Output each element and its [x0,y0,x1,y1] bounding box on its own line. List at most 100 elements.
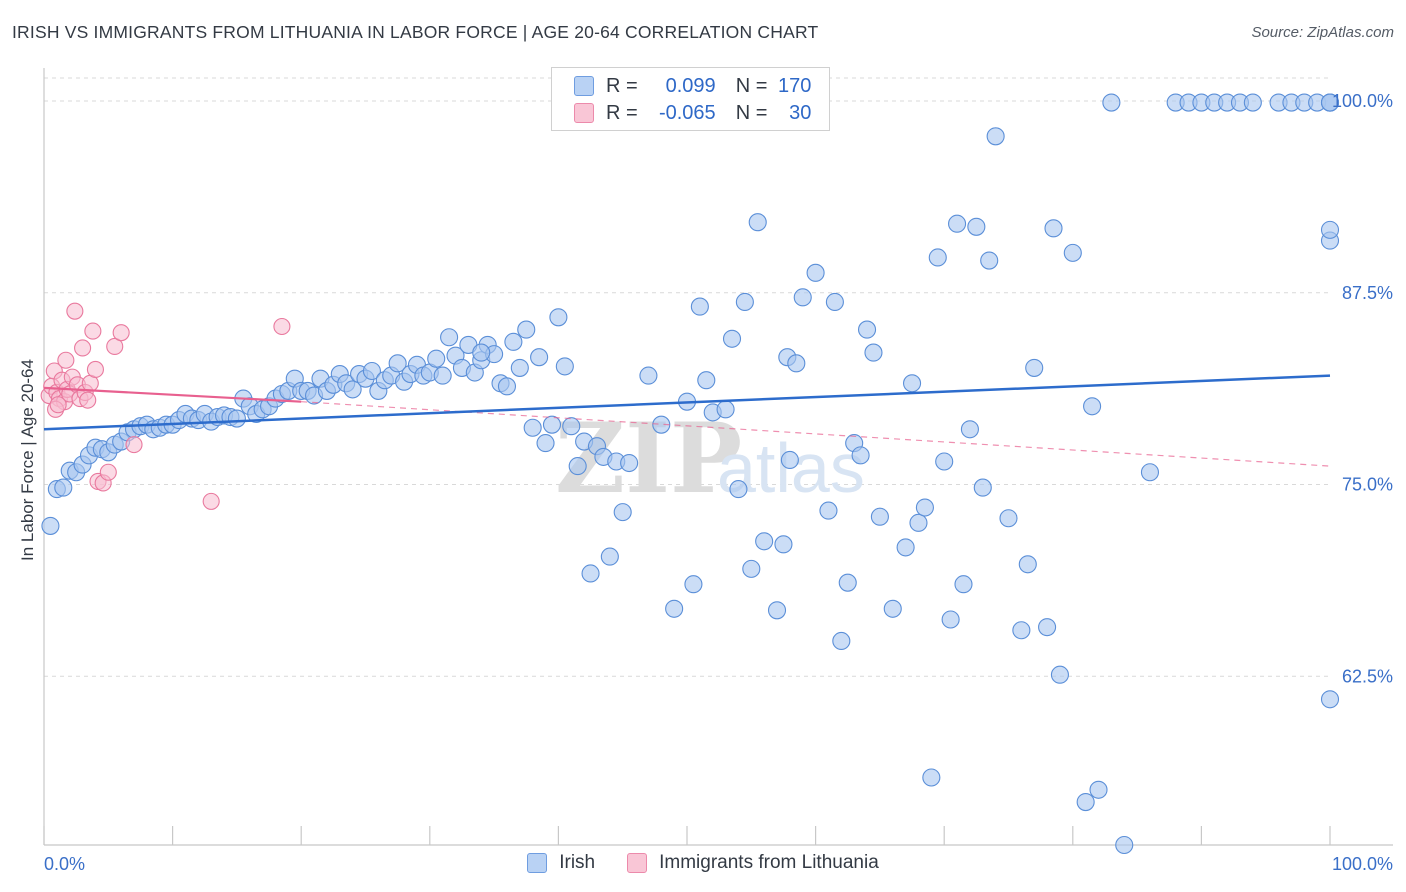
irish-point [883,599,902,618]
legend-label-irish: Irish [559,852,596,873]
irish-point [1063,243,1082,262]
irish-point [562,417,581,436]
x-tick-label-min: 0.0% [44,854,85,874]
irish-point [735,292,754,312]
irish-point [1320,220,1340,239]
irish-point [362,361,381,381]
irish-point [1102,93,1121,112]
source-attribution: Source: ZipAtlas.com [1251,24,1394,41]
r-value: -0.065 [658,101,716,124]
chart-title: IRISH VS IMMIGRANTS FROM LITHUANIA IN LA… [12,22,819,42]
irish-point [902,374,922,393]
irish-point [388,354,407,373]
irish-point [748,213,767,232]
irish-point [530,348,549,367]
lithuania-point [57,351,75,369]
irish-point [767,601,787,620]
irish-point [690,297,709,316]
irish-point [1140,463,1160,482]
irish-point [857,320,877,339]
lithuania-point [79,391,97,409]
lithuania-point [112,324,130,342]
irish-point [1038,618,1057,637]
lithuania-point [66,302,84,320]
irish-point [742,559,761,578]
r-value: 0.099 [665,74,716,97]
irish-point [948,214,967,233]
irish-point [922,768,941,787]
y-tick-label: 75.0% [1342,475,1393,495]
irish-point [54,478,73,497]
irish-point [980,251,999,270]
irish-point [1243,93,1262,112]
irish-point [549,308,568,327]
lithuania-point [49,396,67,414]
stats-row-lithuania: R = -0.065 N = 30 [574,101,811,125]
y-tick-label: 87.5% [1342,283,1393,303]
irish-point [825,292,844,312]
irish-point [1018,555,1037,574]
irish-point [227,409,246,428]
irish-point [819,501,838,520]
irish-point [780,450,799,470]
irish-point [928,248,947,267]
legend-item-irish: Irish [527,852,595,874]
irish-point [440,328,459,347]
y-tick-label: 62.5% [1342,666,1393,686]
irish-point [581,564,600,583]
lithuania-point [86,360,104,379]
irish-point [600,547,619,566]
irish-point [793,288,812,307]
irish-point [1025,358,1044,377]
irish-point [472,343,491,362]
irish-point [433,366,452,385]
irish-point [967,217,986,236]
irish-point [973,478,992,497]
lithuania-point [125,436,143,454]
irish-point [986,127,1005,146]
irish-point [536,434,555,453]
irish-point [568,457,587,476]
irish-point [851,446,870,465]
r-label: R = [606,74,638,97]
lithuania-point [84,322,102,340]
irish-point [999,509,1018,528]
irish-point [915,498,934,517]
irish-point [729,480,748,499]
irish-point [427,349,446,368]
stats-legend: R = 0.099 N = 170 R = -0.065 N = 30 [551,67,830,131]
irish-point [722,329,742,348]
x-tick-label-max: 100.0% [1332,854,1393,874]
legend-label-lithuania: Immigrants from Lithuania [659,852,879,873]
trend-layer [43,374,1331,467]
irish-point [697,371,716,390]
lithuania-point [106,337,124,356]
irish-point [896,538,915,557]
stats-row-irish: R = 0.099 N = 170 [574,74,811,98]
lithuania-point [74,339,92,357]
irish-point [1076,792,1095,812]
n-label: N = [735,101,768,124]
irish-point [613,503,632,522]
legend-item-lithuania: Immigrants from Lithuania [627,852,879,874]
irish-point [960,420,979,439]
irish-point [1115,835,1134,855]
irish-point [504,332,523,351]
n-value: 30 [789,101,812,124]
r-label: R = [606,101,638,124]
irish-point [517,320,536,339]
lithuania-point [99,463,117,481]
irish-point [864,343,883,362]
irish-point [774,535,793,554]
lithuania-trend-line [43,386,302,403]
lithuania-points [40,302,291,510]
y-tick-label: 100.0% [1332,91,1393,111]
irish-point [555,357,574,376]
irish-point [806,263,825,282]
irish-point [639,366,658,385]
y-axis-label: In Labor Force | Age 20-64 [18,359,37,561]
axes-layer [43,68,1393,846]
irish-point [1089,780,1108,799]
irish-point [497,377,517,396]
